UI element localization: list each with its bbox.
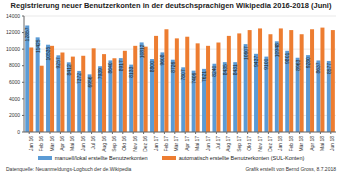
svg-text:7939: 7939 [97,68,103,79]
svg-text:Nov 16: Nov 16 [132,136,138,152]
svg-text:12857: 12857 [24,27,30,41]
svg-text:9257: 9257 [55,57,61,68]
svg-text:Aug 16: Aug 16 [101,136,107,152]
html-text:Registrierung neuer Benutzerko: Registrierung neuer Benutzerkonten in de… [10,1,332,10]
svg-text:Nov 17: Nov 17 [257,136,263,152]
svg-text:9100: 9100 [263,58,269,69]
svg-text:8637: 8637 [315,62,321,73]
svg-text:11425: 11425 [35,39,41,53]
svg-text:8963: 8963 [295,60,301,71]
svg-text:Sep 17: Sep 17 [236,136,242,152]
svg-text:Feb 16: Feb 16 [38,136,44,152]
svg-text:8800: 8800 [149,61,155,72]
svg-text:Feb 18: Feb 18 [288,136,294,152]
svg-text:8000: 8000 [9,62,20,68]
svg-text:0: 0 [17,129,20,135]
svg-text:Jun 16: Jun 16 [80,136,86,151]
svg-text:9280: 9280 [305,57,311,68]
svg-text:12000: 12000 [8,29,20,35]
svg-text:Apr 18: Apr 18 [309,136,315,151]
svg-text:10535: 10535 [45,46,51,60]
svg-text:8412: 8412 [66,64,72,75]
html-text:Datenquelle: Neuanmeldungs-Log: Datenquelle: Neuanmeldungs-Logbuch der d… [6,166,132,172]
svg-text:Mai 17: Mai 17 [194,136,200,151]
svg-text:Jul 17: Jul 17 [215,136,221,150]
svg-text:Jun 17: Jun 17 [205,136,211,151]
svg-text:9801: 9801 [284,53,290,64]
svg-text:9437: 9437 [253,56,259,67]
svg-text:Jul 16: Jul 16 [90,136,96,150]
svg-text:6000: 6000 [9,79,20,85]
svg-text:7621: 7621 [201,71,207,82]
svg-text:Mär 18: Mär 18 [298,136,304,152]
svg-text:Aug 17: Aug 17 [225,136,231,152]
svg-text:Jan 17: Jan 17 [153,136,159,151]
svg-text:Okt 16: Okt 16 [121,136,127,151]
svg-text:8577: 8577 [326,63,332,74]
svg-text:Apr 17: Apr 17 [184,136,190,151]
html-text:Grafik erstellt von Bernd Gros: Grafik erstellt von Bernd Gross, 8.7.201… [245,166,336,172]
svg-text:7372: 7372 [76,73,82,84]
svg-text:7406: 7406 [191,72,197,83]
html-text:automatisch erstellte Benutzer: automatisch erstellte Benutzerkonten (SU… [178,155,305,161]
svg-text:8726: 8726 [170,61,176,72]
svg-text:Jun 18: Jun 18 [329,136,334,151]
svg-text:Apr 16: Apr 16 [59,136,65,151]
svg-text:Okt 17: Okt 17 [246,136,252,151]
svg-text:Mai 18: Mai 18 [319,136,325,151]
svg-text:10948: 10948 [274,43,280,57]
svg-text:8640: 8640 [107,62,113,73]
svg-text:Dez 17: Dez 17 [267,136,273,152]
svg-text:Mär 17: Mär 17 [173,136,179,152]
svg-text:Jan 16: Jan 16 [28,136,34,151]
svg-text:14000: 14000 [8,13,20,19]
svg-text:Dez 16: Dez 16 [142,136,148,152]
svg-text:Mär 16: Mär 16 [49,136,55,152]
svg-text:Mai 16: Mai 16 [69,136,75,151]
svg-text:8917: 8917 [118,60,124,71]
svg-text:8240: 8240 [211,66,217,77]
svg-text:8133: 8133 [128,66,134,77]
svg-text:9608: 9608 [159,54,165,65]
svg-text:6956: 6956 [87,76,93,87]
svg-text:7807: 7807 [180,69,186,80]
svg-text:4000: 4000 [9,96,20,102]
html-text:manuell/lokal erstellte Benutz: manuell/lokal erstellte Benutzerkonten [54,155,148,161]
svg-text:10607: 10607 [243,46,249,60]
svg-text:Sep 16: Sep 16 [111,136,117,152]
svg-text:10000: 10000 [8,46,20,52]
svg-text:2000: 2000 [9,112,20,118]
svg-text:Jan 18: Jan 18 [277,136,283,151]
svg-text:8431: 8431 [232,64,238,75]
svg-text:Feb 17: Feb 17 [163,136,169,152]
svg-text:8435: 8435 [222,64,228,75]
svg-text:10812: 10812 [139,44,145,58]
